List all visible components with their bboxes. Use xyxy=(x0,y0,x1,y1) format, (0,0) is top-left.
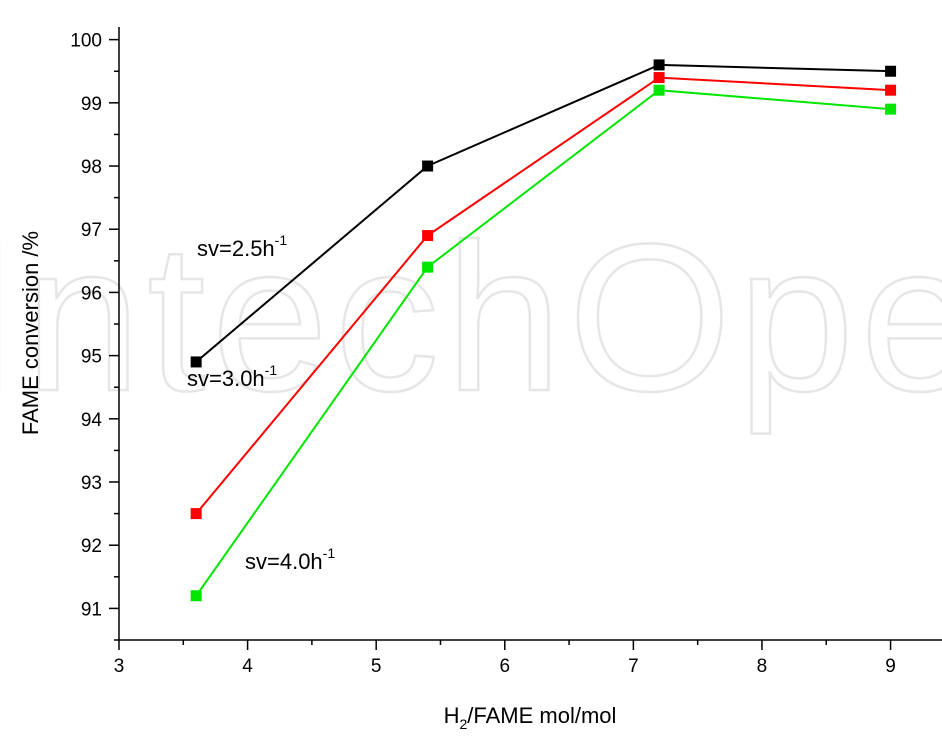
series-marker-0 xyxy=(653,59,665,71)
series-label-sv30-sup: -1 xyxy=(265,362,278,378)
tick-labels: 3 4 5 6 7 8 9 91 92 93 94 95 96 97 98 99 100 xyxy=(70,31,896,677)
y-tick-label: 97 xyxy=(81,220,102,241)
series-markers xyxy=(190,59,897,602)
y-tick-label: 100 xyxy=(70,31,102,52)
y-tick-label: 98 xyxy=(81,157,102,178)
x-tick-label: 6 xyxy=(499,656,510,677)
y-tick-label: 95 xyxy=(81,347,102,368)
x-axis-title-sub: 2 xyxy=(459,716,467,732)
series-marker-1 xyxy=(653,72,665,84)
series-marker-1 xyxy=(885,84,897,96)
series-marker-1 xyxy=(422,230,434,242)
series-line-2 xyxy=(195,89,891,597)
x-tick-label: 9 xyxy=(885,656,896,677)
series-marker-0 xyxy=(422,160,434,172)
y-tick-label: 91 xyxy=(81,599,102,620)
series-label-sv40-sup: -1 xyxy=(323,545,336,561)
series-marker-2 xyxy=(653,84,665,96)
x-axis-title-rest: /FAME mol/mol xyxy=(467,703,616,728)
series-lines xyxy=(195,63,891,597)
x-axis-title: H2/FAME mol/mol xyxy=(444,703,617,732)
y-tick-label: 93 xyxy=(81,473,102,494)
x-tick-label: 7 xyxy=(628,656,639,677)
y-tick-label: 99 xyxy=(81,94,102,115)
ticks xyxy=(109,38,892,650)
series-marker-0 xyxy=(190,356,202,368)
watermark-text: IntechOpen xyxy=(0,200,942,435)
series-line-0 xyxy=(195,63,891,363)
y-tick-label: 96 xyxy=(81,283,102,304)
x-axis-title-main: H xyxy=(444,703,460,728)
x-tick-label: 8 xyxy=(757,656,768,677)
axes xyxy=(118,27,942,641)
series-marker-2 xyxy=(190,590,202,602)
x-tick-label: 5 xyxy=(371,656,382,677)
series-marker-2 xyxy=(422,261,434,273)
series-label-sv25: sv=2.5h-1 xyxy=(197,232,287,261)
series-label-sv30-main: sv=3.0h xyxy=(187,366,265,391)
x-tick-label: 3 xyxy=(114,656,125,677)
series-label-sv40-main: sv=4.0h xyxy=(245,549,323,574)
y-tick-label: 94 xyxy=(81,410,103,431)
y-tick-label: 92 xyxy=(81,536,102,557)
series-line-1 xyxy=(195,76,891,515)
series-marker-2 xyxy=(885,103,897,115)
x-tick-label: 4 xyxy=(242,656,253,677)
series-marker-0 xyxy=(885,65,897,77)
series-label-sv25-sup: -1 xyxy=(275,232,288,248)
y-axis-title: FAME conversion /% xyxy=(18,231,43,435)
series-label-sv40: sv=4.0h-1 xyxy=(245,545,335,574)
series-label-sv25-main: sv=2.5h xyxy=(197,236,275,261)
series-label-sv30: sv=3.0h-1 xyxy=(187,362,277,391)
series-marker-1 xyxy=(190,508,202,520)
